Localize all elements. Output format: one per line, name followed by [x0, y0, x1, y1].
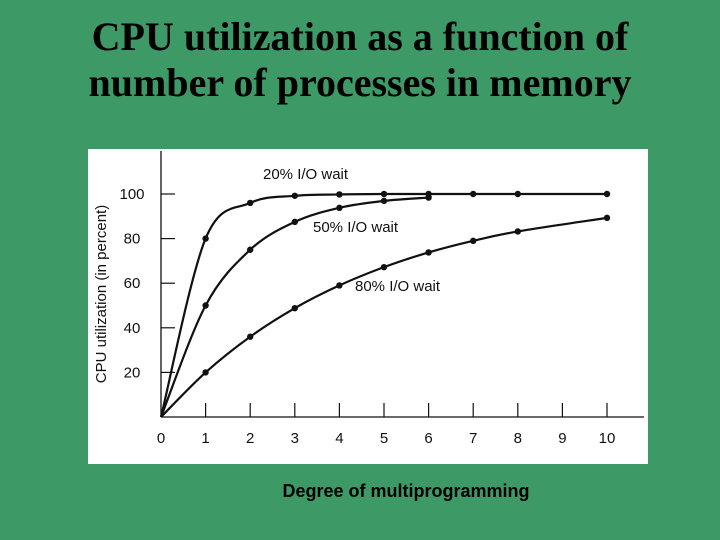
series-0-point-5	[380, 190, 388, 198]
series-2-point-7	[470, 237, 477, 245]
y-tick-label-80: 80	[124, 231, 141, 248]
series-label-2: 80% I/O wait	[355, 278, 441, 295]
series-label-1: 50% I/O wait	[313, 219, 399, 236]
series-0-point-7	[470, 190, 477, 198]
series-2-point-6	[425, 249, 432, 256]
series-2-point-3	[291, 304, 298, 312]
x-tick-label-7: 7	[469, 430, 477, 447]
chart-panel: 20 40 60 80 100 0 1 2 3 4 5 6 7 8 9 10 CPU utilization (…	[88, 149, 648, 464]
x-axis-label: Degree of multiprogramming	[282, 481, 530, 501]
slide-title-line-2: number of processes in memory	[88, 60, 632, 105]
series-0-point-2	[247, 199, 254, 207]
x-tick-label-8: 8	[514, 430, 522, 447]
x-tick-label-0: 0	[157, 430, 165, 447]
series-label-0: 20% I/O wait	[263, 166, 349, 183]
series-2-point-4	[336, 282, 343, 289]
x-tick-label-4: 4	[335, 430, 343, 447]
x-tick-label-6: 6	[424, 430, 432, 447]
y-tick-label-100: 100	[119, 186, 144, 203]
series-0-point-4	[336, 191, 343, 198]
cpu-utilization-chart: 20 40 60 80 100 0 1 2 3 4 5 6 7 8 9 10 CPU utilization (…	[93, 151, 644, 447]
series-line-2	[160, 216, 608, 418]
series-1-point-5	[380, 197, 388, 205]
series-2-point-2	[247, 333, 254, 340]
y-tick-label-40: 40	[124, 320, 141, 337]
x-tick-label-5: 5	[380, 430, 388, 447]
series-0-point-1	[202, 235, 209, 242]
series-1-point-2	[247, 246, 254, 253]
series-0-point-3	[291, 192, 298, 199]
slide-title-line-1: CPU utilization as a function of	[91, 14, 629, 59]
series-1-point-6	[425, 194, 432, 201]
series-0-point-8	[514, 190, 521, 198]
x-tick-label-10: 10	[599, 430, 616, 447]
y-tick-label-60: 60	[124, 275, 141, 292]
series-2-point-5	[380, 263, 388, 271]
series-1-point-1	[202, 302, 209, 309]
series-1-point-3	[291, 218, 298, 226]
x-tick-label-1: 1	[201, 430, 209, 447]
y-axis-title: CPU utilization (in percent)	[93, 205, 110, 383]
x-tick-label-3: 3	[291, 430, 299, 447]
x-tick-label-2: 2	[246, 430, 254, 447]
y-tick-label-20: 20	[124, 364, 141, 381]
series-2-point-10	[603, 214, 611, 222]
series-2-point-1	[202, 369, 209, 376]
series-1-point-4	[336, 204, 343, 212]
slide-title: CPU utilization as a function of number …	[0, 14, 720, 106]
x-tick-label-9: 9	[558, 430, 566, 447]
series-0-point-10	[603, 190, 611, 198]
series-2-point-8	[514, 228, 521, 235]
